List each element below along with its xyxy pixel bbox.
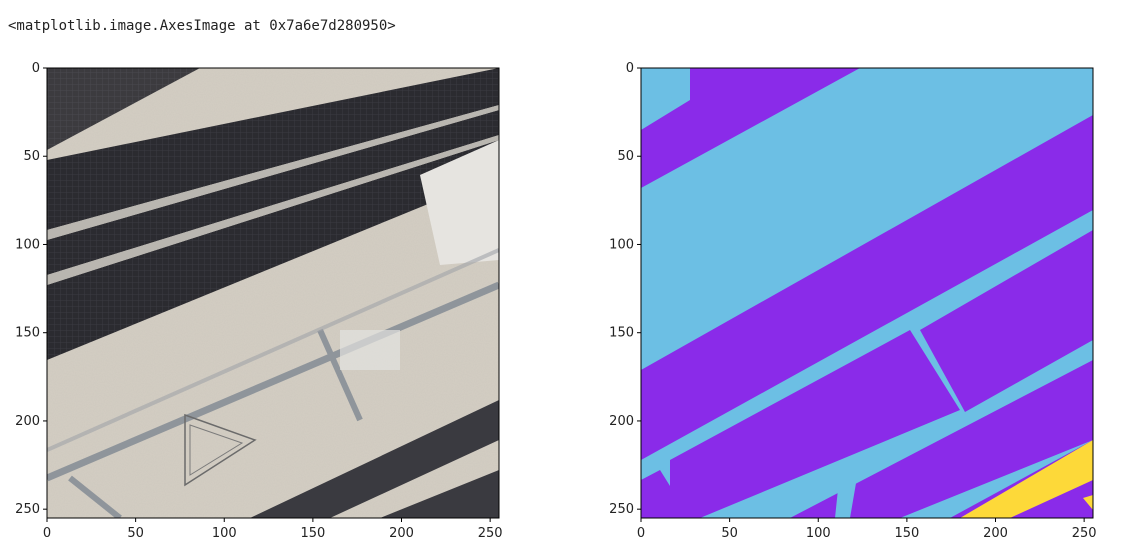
- x-tick-label: 0: [43, 526, 51, 541]
- y-tick-label: 100: [609, 237, 634, 252]
- right-axes-frame: [640, 67, 1094, 519]
- y-tick-label: 200: [15, 414, 40, 429]
- y-tick-label: 200: [609, 414, 634, 429]
- y-tick-label: 0: [626, 61, 634, 76]
- x-tick-label: 100: [212, 526, 237, 541]
- y-tick-label: 50: [23, 149, 40, 164]
- x-tick-label: 250: [478, 526, 503, 541]
- x-tick-label: 0: [637, 526, 645, 541]
- y-tick-label: 250: [609, 502, 634, 517]
- y-tick-label: 100: [15, 237, 40, 252]
- segmentation-mask: [641, 68, 1093, 518]
- y-tick-label: 250: [15, 502, 40, 517]
- x-tick-label: 100: [806, 526, 831, 541]
- x-tick-label: 150: [300, 526, 325, 541]
- y-tick-label: 150: [15, 326, 40, 341]
- y-tick-label: 150: [609, 326, 634, 341]
- x-tick-label: 50: [127, 526, 144, 541]
- x-tick-label: 200: [389, 526, 414, 541]
- left-axes-frame: [46, 67, 500, 519]
- cell-output-text: <matplotlib.image.AxesImage at 0x7a6e7d2…: [8, 18, 396, 34]
- x-tick-label: 250: [1072, 526, 1097, 541]
- x-tick-label: 50: [721, 526, 738, 541]
- x-tick-label: 150: [894, 526, 919, 541]
- y-tick-label: 0: [32, 61, 40, 76]
- x-tick-label: 200: [983, 526, 1008, 541]
- y-tick-label: 50: [617, 149, 634, 164]
- satellite-image: [47, 68, 499, 518]
